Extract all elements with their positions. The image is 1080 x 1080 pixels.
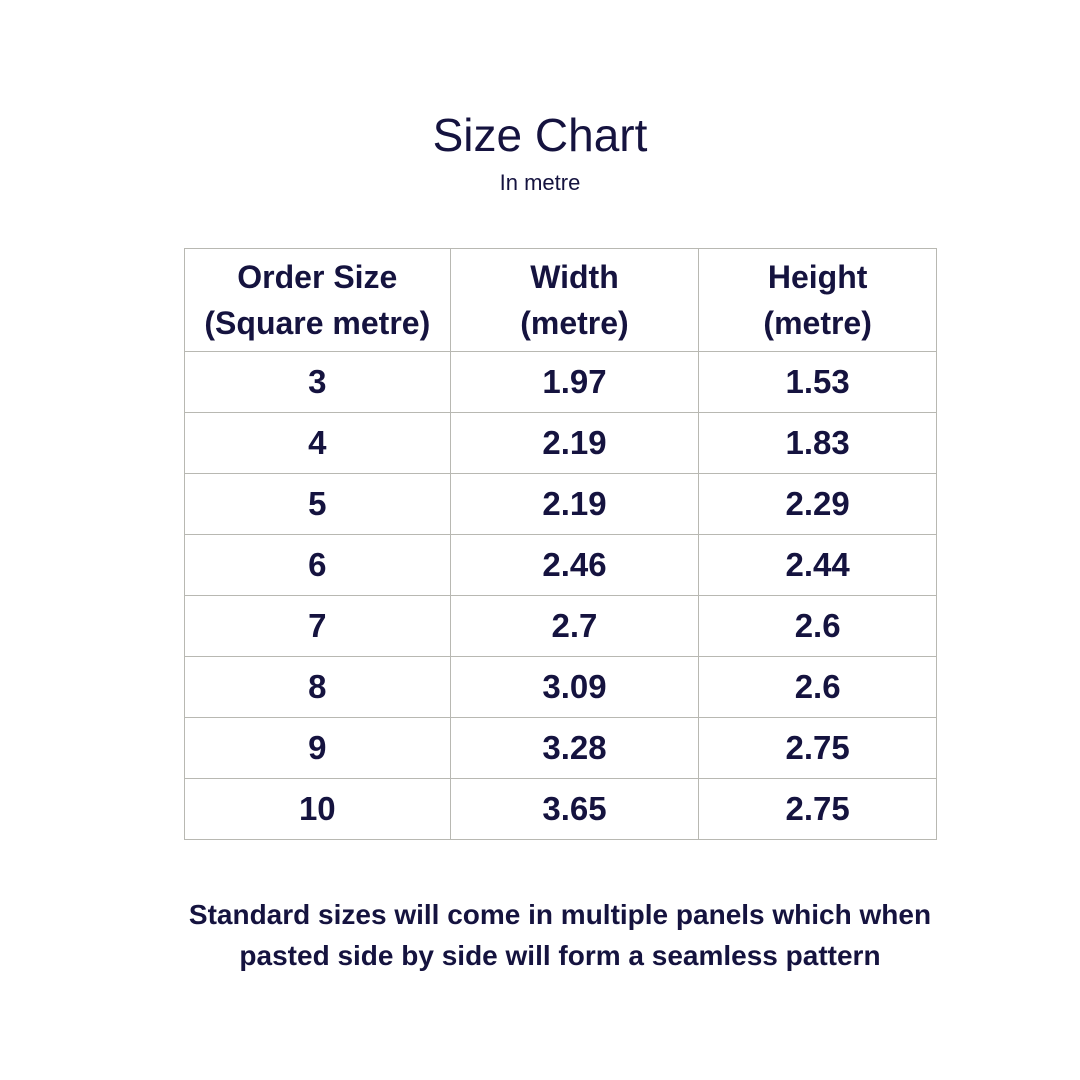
table-header-row: Order Size (Square metre) Width (metre) He… — [184, 248, 937, 352]
header-line: Order Size — [237, 259, 398, 295]
cell-height: 1.53 — [698, 351, 937, 413]
header-height: Height (metre) — [698, 248, 937, 352]
cell-width: 3.09 — [449, 656, 700, 718]
cell-width: 3.65 — [449, 778, 700, 840]
cell-width: 2.46 — [449, 534, 700, 596]
cell-height: 1.83 — [698, 412, 937, 474]
cell-height: 2.6 — [698, 656, 937, 718]
cell-width: 2.19 — [449, 473, 700, 535]
cell-width: 1.97 — [449, 351, 700, 413]
cell-width: 2.7 — [449, 595, 700, 657]
cell-order-size: 10 — [184, 778, 451, 840]
header-line: Height — [767, 259, 868, 295]
cell-width: 3.28 — [449, 717, 700, 779]
note-line: Standard sizes will come in multiple pan… — [188, 899, 932, 930]
note-line: pasted side by side will form a seamless… — [239, 940, 881, 971]
cell-height: 2.75 — [698, 717, 937, 779]
table-row: 9 3.28 2.75 — [184, 717, 937, 779]
cell-order-size: 9 — [184, 717, 451, 779]
footer-note: Standard sizes will come in multiple pan… — [0, 894, 1080, 976]
table-row: 10 3.65 2.75 — [184, 778, 937, 840]
size-chart-table: Order Size (Square metre) Width (metre) He… — [184, 248, 937, 840]
cell-order-size: 8 — [184, 656, 451, 718]
header-width: Width (metre) — [449, 248, 700, 352]
table-row: 4 2.19 1.83 — [184, 412, 937, 474]
header-line: Width — [530, 259, 619, 295]
cell-order-size: 7 — [184, 595, 451, 657]
cell-height: 2.6 — [698, 595, 937, 657]
table-row: 8 3.09 2.6 — [184, 656, 937, 718]
table-row: 5 2.19 2.29 — [184, 473, 937, 535]
header-line: (metre) — [520, 305, 629, 341]
page-title: Size Chart — [432, 109, 648, 161]
header-line: (metre) — [763, 305, 872, 341]
cell-order-size: 6 — [184, 534, 451, 596]
cell-height: 2.29 — [698, 473, 937, 535]
header-order-size: Order Size (Square metre) — [184, 248, 451, 352]
cell-order-size: 3 — [184, 351, 451, 413]
table-row: 7 2.7 2.6 — [184, 595, 937, 657]
cell-width: 2.19 — [449, 412, 700, 474]
table-row: 3 1.97 1.53 — [184, 351, 937, 413]
table-row: 6 2.46 2.44 — [184, 534, 937, 596]
header-line: (Square metre) — [204, 305, 431, 341]
cell-height: 2.44 — [698, 534, 937, 596]
page-subtitle: In metre — [499, 170, 581, 195]
cell-order-size: 5 — [184, 473, 451, 535]
cell-order-size: 4 — [184, 412, 451, 474]
cell-height: 2.75 — [698, 778, 937, 840]
